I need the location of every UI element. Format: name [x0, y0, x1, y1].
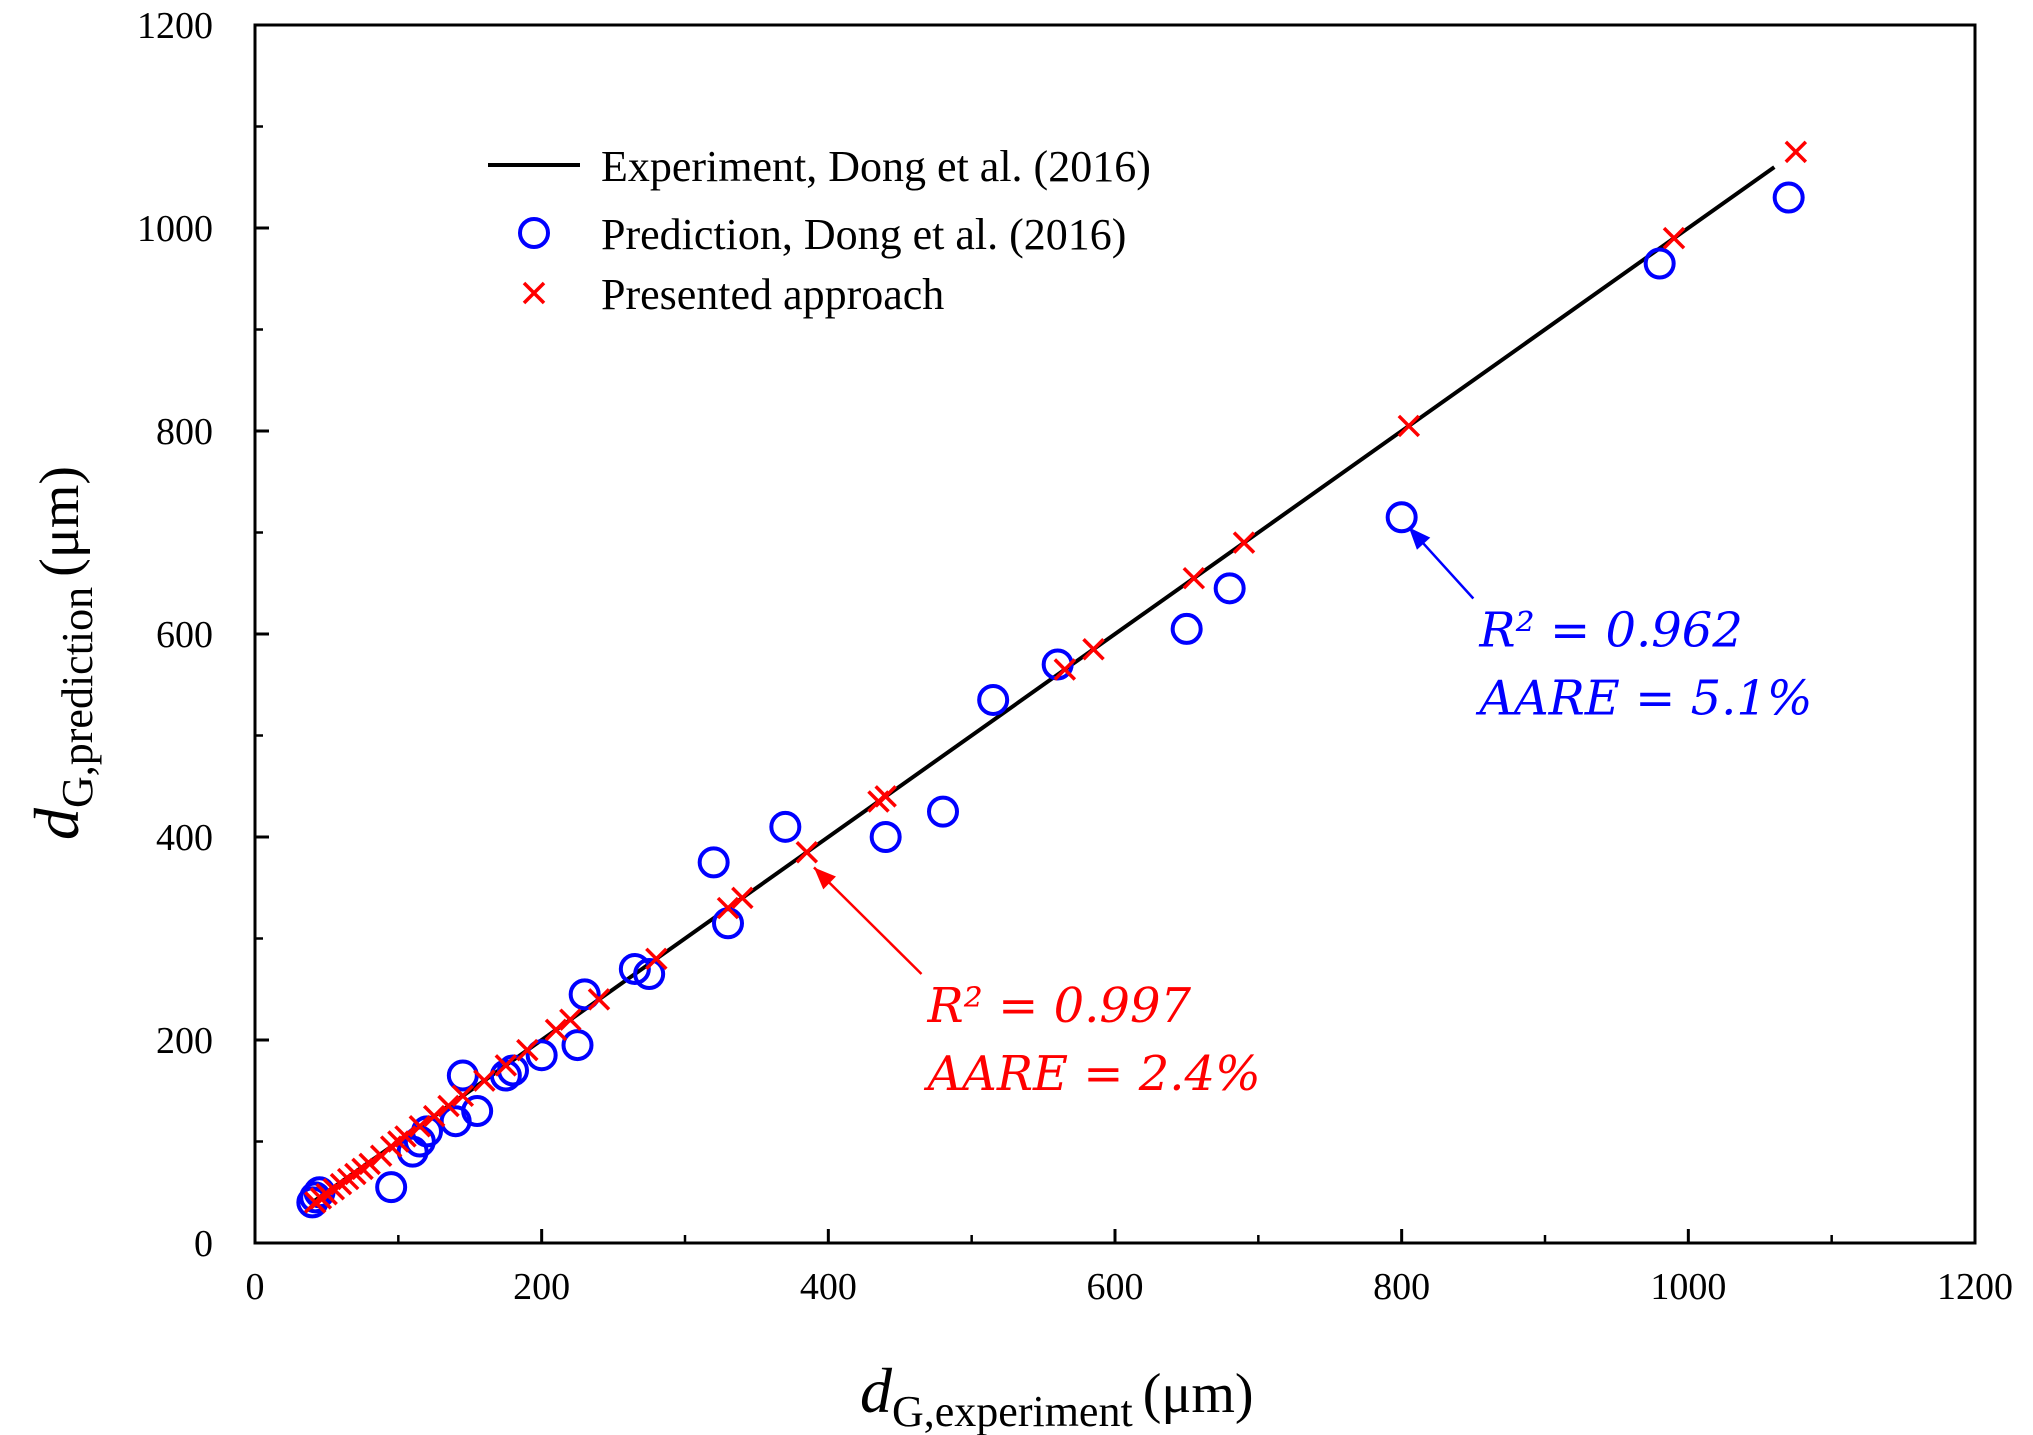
legend-label-presented: Presented approach [601, 270, 944, 319]
y-tick-label: 400 [156, 817, 213, 859]
x-axis-title-main: d [860, 1355, 893, 1426]
prediction-point [633, 958, 666, 991]
x-tick-label: 400 [800, 1266, 857, 1308]
presented-point [1053, 658, 1077, 681]
presented-point [1182, 566, 1206, 590]
prediction-point [618, 952, 651, 985]
annotation-aare: AARE = 5.1% [1475, 670, 1812, 726]
presented-point [874, 785, 897, 808]
legend-label-experiment: Experiment, Dong et al. (2016) [601, 142, 1151, 191]
data-series [296, 140, 1808, 1219]
y-axis-title-sub: G,prediction [53, 587, 102, 808]
prediction-point [1772, 181, 1805, 214]
annotation-arrow-head [814, 867, 836, 890]
presented-point [1397, 414, 1421, 438]
presented-point [544, 1018, 568, 1042]
y-axis-title-main: d [21, 807, 92, 840]
presented-point [716, 896, 740, 920]
x-axis-title: dG,experiment (μm) [860, 1355, 1254, 1435]
x-tick-label: 1000 [1650, 1266, 1726, 1308]
presented-point [408, 1115, 432, 1138]
x-tick-label: 1200 [1937, 1266, 2013, 1308]
x-axis-title-sub: G,experiment [892, 1387, 1133, 1435]
x-tick-label: 0 [246, 1266, 265, 1308]
prediction-point [1170, 612, 1203, 645]
presented-point [358, 1152, 381, 1176]
legend-x-symbol [522, 281, 546, 305]
y-tick-label: 1200 [137, 5, 213, 47]
y-axis-ticks: 0 200 400 600 800 1000 1200 [137, 5, 269, 1265]
y-axis-title: dG,prediction (μm) [21, 466, 102, 840]
prediction-point [927, 795, 959, 828]
y-tick-label: 600 [156, 614, 213, 656]
y-tick-label: 0 [194, 1223, 213, 1265]
presented-point [516, 1038, 539, 1062]
legend-label-prediction: Prediction, Dong et al. (2016) [601, 210, 1126, 259]
prediction-point [769, 810, 802, 843]
y-axis-title-unit: (μm) [29, 466, 91, 577]
y-tick-label: 1000 [137, 208, 213, 250]
presented-point [1784, 140, 1808, 164]
presented-point [1082, 637, 1105, 661]
presented-point [587, 988, 611, 1011]
presented-point [731, 886, 754, 910]
annotation-r-squared: R² = 0.962 [1478, 602, 1743, 658]
prediction-point [977, 683, 1010, 716]
x-tick-label: 800 [1373, 1266, 1430, 1308]
presented-point [473, 1069, 496, 1092]
y-tick-label: 200 [156, 1020, 213, 1062]
presented-point [422, 1104, 446, 1128]
annotation-r-squared: R² = 0.997 [927, 978, 1192, 1034]
presented-point [494, 1054, 518, 1077]
presented-point [645, 947, 668, 971]
prediction-point [1643, 247, 1676, 280]
annotation-arrow-head [1408, 527, 1431, 550]
prediction-point [1213, 572, 1246, 605]
x-axis-title-unit: (μm) [1143, 1363, 1254, 1425]
prediction-point [568, 978, 601, 1011]
presented-point [559, 1008, 582, 1031]
presented-point [437, 1094, 460, 1118]
y-tick-label: 800 [156, 411, 213, 453]
legend: Experiment, Dong et al. (2016) Predictio… [488, 142, 1151, 319]
prediction-point [869, 821, 902, 853]
prediction-point [375, 1171, 408, 1204]
x-tick-label: 200 [513, 1266, 570, 1308]
presented-point [394, 1125, 417, 1148]
prediction-point [1385, 501, 1418, 534]
prediction-point [525, 1039, 558, 1072]
annotation-aare: AARE = 2.4% [924, 1046, 1261, 1102]
prediction-point [561, 1029, 594, 1062]
prediction-point [461, 1095, 494, 1128]
presented-point [1232, 531, 1256, 554]
legend-circle-symbol [518, 217, 550, 249]
presented-point [795, 840, 819, 864]
x-axis-ticks: 0 200 400 600 800 1000 1200 [246, 1229, 2013, 1308]
annotation-arrow-shaft [813, 866, 923, 975]
annotations: R² = 0.962 AARE = 5.1% R² = 0.997 AARE = 2.… [813, 526, 1813, 1102]
x-tick-label: 600 [1087, 1266, 1144, 1308]
presented-point [1662, 226, 1686, 250]
prediction-point [697, 846, 730, 879]
presented-point [451, 1084, 475, 1108]
